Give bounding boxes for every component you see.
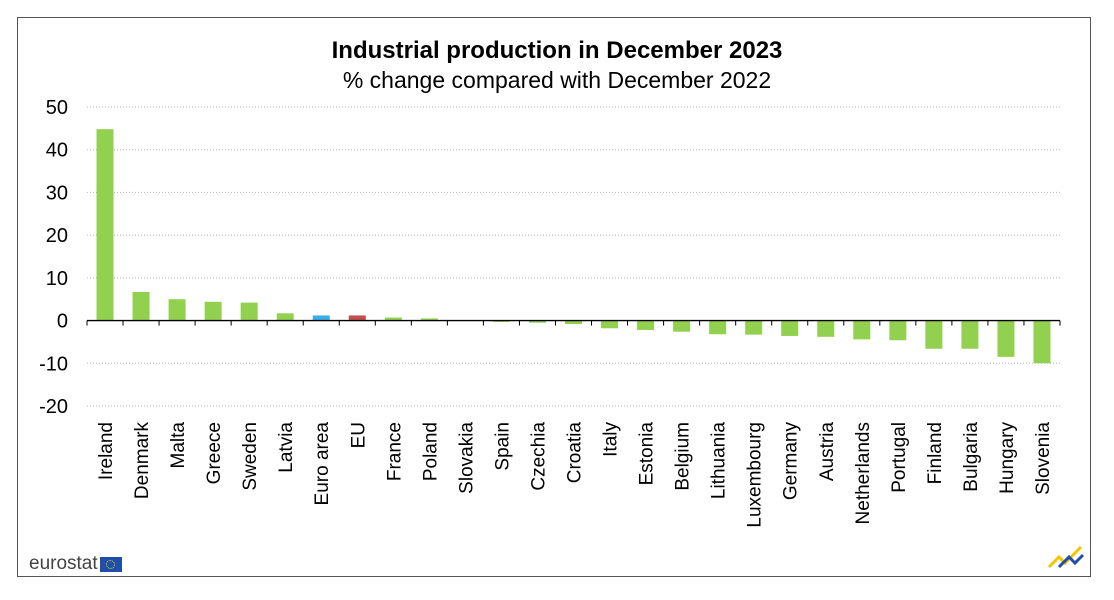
x-tick-label: Poland [420, 422, 441, 481]
x-tick-label: EU [348, 422, 369, 448]
x-tick-label: Belgium [673, 422, 694, 491]
x-tick-label: Sweden [240, 422, 261, 491]
bar [132, 291, 150, 321]
bar [997, 320, 1015, 357]
logo-text: eurostat [29, 553, 98, 574]
bar [528, 320, 546, 323]
x-tick-label: Estonia [637, 422, 658, 486]
x-tick-label: Malta [168, 422, 189, 469]
x-tick-label: Euro area [312, 422, 333, 506]
bar [168, 299, 186, 321]
x-tick-label: Slovenia [1033, 422, 1054, 495]
chart-title: Industrial production in December 2023 [331, 37, 783, 64]
x-tick-label: Finland [925, 422, 946, 484]
x-tick-label: Ireland [96, 422, 117, 480]
bar [745, 320, 763, 335]
bar [709, 320, 727, 335]
x-tick-label: Croatia [565, 422, 586, 484]
bar [817, 320, 835, 337]
x-tick-label: Hungary [997, 422, 1018, 494]
x-tick-label: Italy [601, 422, 622, 457]
y-tick-label: -20 [39, 396, 68, 418]
y-tick-label: 0 [57, 311, 68, 333]
bar [853, 320, 871, 340]
x-tick-label: Greece [204, 422, 225, 484]
bar [240, 302, 258, 321]
x-tick-label: Czechia [528, 422, 549, 491]
x-tick-label: Portugal [889, 422, 910, 493]
eurostat-chart-mark-icon [1047, 545, 1085, 569]
x-tick-label: Netherlands [853, 422, 874, 524]
x-tick-label: Slovakia [456, 422, 477, 494]
chart-frame [17, 17, 1091, 577]
x-tick-label: Latvia [276, 422, 297, 473]
bar [420, 318, 438, 321]
x-tick-label: France [384, 422, 405, 481]
eu-flag-icon [99, 556, 122, 572]
x-tick-label: Germany [781, 422, 802, 501]
bar [673, 320, 691, 332]
bar [384, 317, 402, 321]
x-tick-label: Austria [817, 422, 838, 482]
y-tick-label: 50 [46, 97, 68, 119]
y-tick-label: 40 [46, 140, 68, 162]
bar [601, 320, 619, 329]
bar [565, 320, 582, 324]
x-tick-label: Lithuania [709, 422, 730, 500]
bar [312, 315, 330, 321]
bar [1033, 320, 1051, 364]
bar [204, 301, 222, 321]
bar [925, 320, 943, 349]
bar [961, 320, 979, 349]
bar [276, 313, 294, 321]
y-tick-label: 20 [46, 225, 68, 247]
y-tick-label: -10 [39, 353, 68, 375]
x-tick-label: Bulgaria [961, 422, 982, 492]
eurostat-logo: eurostat [29, 553, 122, 575]
x-tick-label: Spain [492, 422, 513, 471]
y-tick-label: 10 [46, 268, 68, 290]
x-tick-label: Luxembourg [745, 422, 766, 528]
y-tick-label: 30 [46, 182, 68, 204]
bar [781, 320, 799, 336]
chart-subtitle: % change compared with December 2022 [342, 67, 772, 93]
bar [889, 320, 907, 341]
bar [637, 320, 655, 330]
x-tick-label: Denmark [132, 422, 153, 500]
bar [348, 315, 366, 321]
bar [96, 129, 114, 321]
